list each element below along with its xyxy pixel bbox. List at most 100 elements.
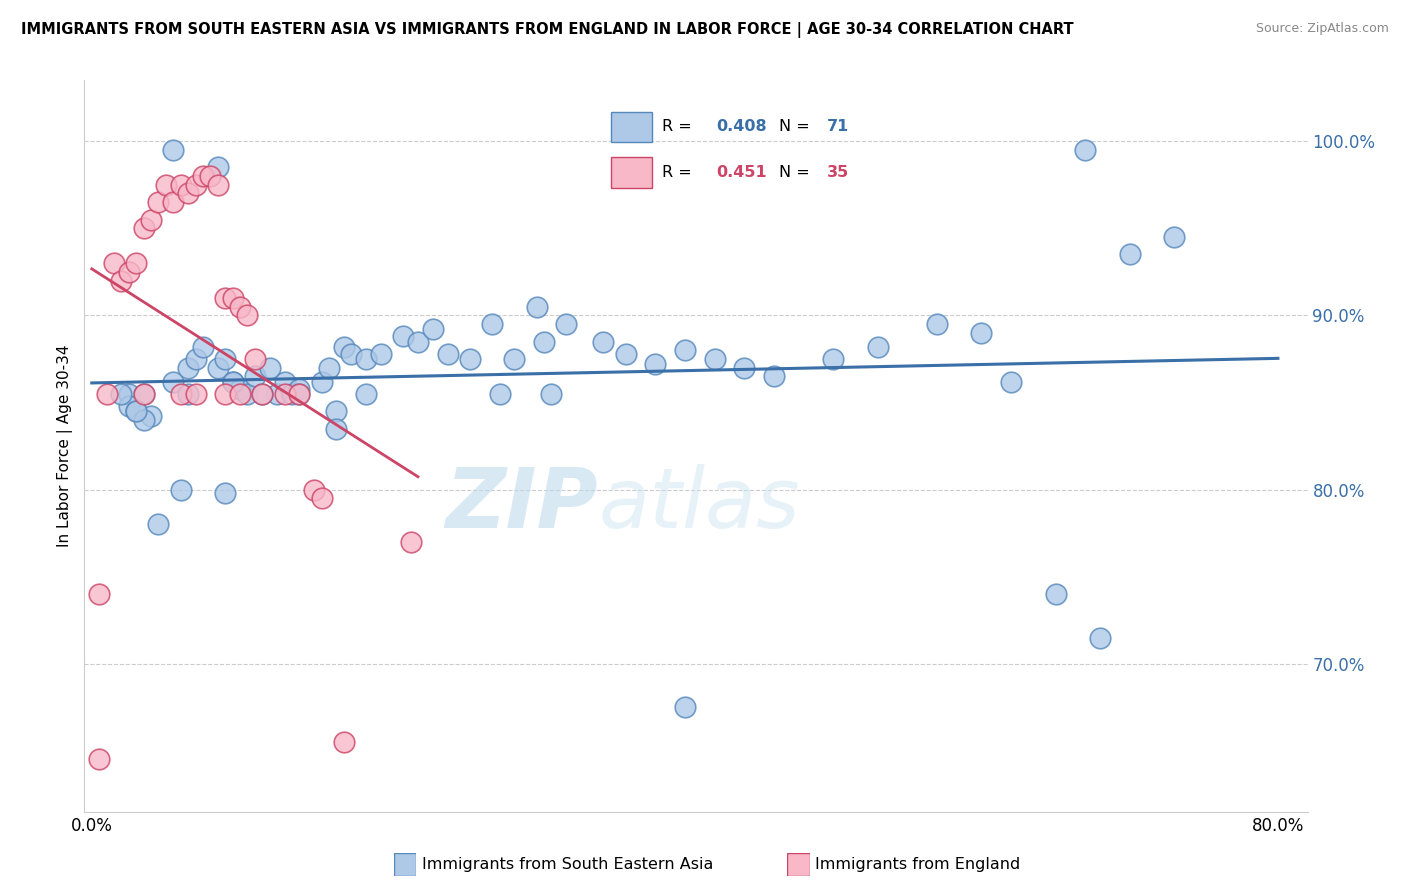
Point xyxy=(614,347,637,361)
Point xyxy=(191,169,214,183)
Point xyxy=(252,386,274,401)
Point xyxy=(118,265,141,279)
Point xyxy=(266,386,288,401)
Point xyxy=(288,382,311,396)
Point xyxy=(673,343,696,358)
Point xyxy=(184,178,207,192)
Point xyxy=(1163,230,1185,244)
Point xyxy=(236,386,259,401)
Point xyxy=(458,351,481,366)
Point xyxy=(1088,631,1111,645)
Point xyxy=(481,317,503,331)
Point xyxy=(229,300,252,314)
Point xyxy=(422,322,444,336)
Point xyxy=(925,317,948,331)
Point xyxy=(436,347,458,361)
Point xyxy=(236,309,259,323)
Point xyxy=(762,369,785,384)
Point xyxy=(273,386,295,401)
Point xyxy=(392,329,415,343)
Point xyxy=(673,700,696,714)
Point xyxy=(132,221,155,235)
Point xyxy=(89,587,111,601)
Point xyxy=(200,169,222,183)
Point xyxy=(273,375,295,389)
Point xyxy=(1000,375,1022,389)
Point xyxy=(125,404,148,418)
Point xyxy=(139,212,162,227)
Point xyxy=(406,334,429,349)
Point xyxy=(184,351,207,366)
Point xyxy=(170,178,193,192)
Point xyxy=(340,347,363,361)
Point xyxy=(125,404,148,418)
Point xyxy=(318,360,340,375)
Point xyxy=(110,386,132,401)
Point xyxy=(103,256,125,270)
Point xyxy=(184,386,207,401)
Point xyxy=(229,386,252,401)
Point xyxy=(96,386,118,401)
Point xyxy=(1045,587,1067,601)
Point xyxy=(302,483,325,497)
Point xyxy=(110,274,132,288)
Point xyxy=(288,386,311,401)
Point xyxy=(325,421,347,435)
Y-axis label: In Labor Force | Age 30-34: In Labor Force | Age 30-34 xyxy=(58,344,73,548)
Point xyxy=(162,143,184,157)
Point xyxy=(170,483,193,497)
Point xyxy=(970,326,993,340)
Point xyxy=(503,351,526,366)
Point xyxy=(1118,247,1140,261)
Point xyxy=(191,340,214,354)
Point xyxy=(177,186,200,201)
Point xyxy=(325,404,347,418)
Point xyxy=(259,360,281,375)
Point xyxy=(229,382,252,396)
Point xyxy=(555,317,578,331)
Point xyxy=(162,375,184,389)
Point xyxy=(243,351,266,366)
Point xyxy=(132,386,155,401)
Point xyxy=(592,334,614,349)
Point xyxy=(1074,143,1097,157)
Point xyxy=(221,291,243,305)
Point xyxy=(148,195,170,210)
Point xyxy=(89,752,111,766)
Point xyxy=(354,351,377,366)
Point xyxy=(221,375,243,389)
Point xyxy=(399,534,422,549)
Point xyxy=(533,334,555,349)
Text: Source: ZipAtlas.com: Source: ZipAtlas.com xyxy=(1256,22,1389,36)
Point xyxy=(125,256,148,270)
Point xyxy=(488,386,510,401)
Point xyxy=(118,399,141,413)
Point xyxy=(139,409,162,424)
Point xyxy=(252,386,274,401)
Text: Immigrants from England: Immigrants from England xyxy=(815,857,1021,871)
Point xyxy=(162,195,184,210)
Point xyxy=(170,386,193,401)
Point xyxy=(214,291,236,305)
Point xyxy=(370,347,392,361)
Point xyxy=(243,369,266,384)
Point xyxy=(526,300,548,314)
Point xyxy=(118,386,141,401)
Point xyxy=(823,351,845,366)
Point xyxy=(148,517,170,532)
Point xyxy=(221,375,243,389)
Point xyxy=(132,386,155,401)
Point xyxy=(155,178,177,192)
Point xyxy=(333,340,356,354)
Point xyxy=(214,386,236,401)
Point xyxy=(207,360,229,375)
Point xyxy=(207,161,229,175)
Point xyxy=(540,386,562,401)
Point xyxy=(311,375,333,389)
Point xyxy=(703,351,725,366)
Point xyxy=(177,386,200,401)
Point xyxy=(311,491,333,506)
Point xyxy=(333,735,356,749)
Point xyxy=(207,178,229,192)
Point xyxy=(644,357,666,371)
